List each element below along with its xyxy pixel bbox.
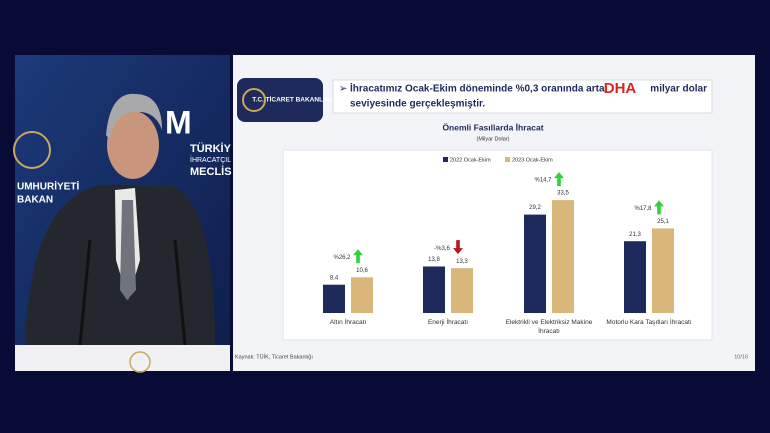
bar	[652, 228, 674, 313]
bullet: ➢	[339, 84, 347, 95]
annotation-arrow	[453, 240, 463, 255]
legend-swatch	[505, 157, 510, 162]
backdrop-logo	[13, 131, 51, 169]
annotation: -%3,6	[434, 246, 450, 252]
x-tick-label: Motorlu Kara Taşıtları İhracatı	[606, 319, 692, 326]
backdrop-text: BAKAN	[17, 195, 53, 206]
legend-swatch	[443, 157, 448, 162]
bar	[524, 214, 546, 313]
value-label: 10,6	[356, 268, 368, 274]
value-label: 13,8	[428, 257, 440, 263]
backdrop-letter: M	[165, 104, 192, 140]
ministry-logo	[242, 88, 266, 112]
backdrop-text: MECLİS	[190, 165, 232, 178]
x-tick-label: Enerji İhracatı	[427, 319, 469, 326]
ministry-name: T.C. TİCARET BAKANLIĞI	[252, 95, 332, 104]
value-label: 33,5	[557, 191, 569, 197]
microphone	[173, 239, 187, 346]
annotation: %17,8	[634, 206, 652, 212]
chart-title: Önemli Fasıllarda İhracat	[442, 122, 543, 132]
headline: seviyesinde gerçekleşmiştir.	[350, 99, 485, 110]
chart-subtitle: (Milyar Dolar)	[477, 136, 510, 142]
microphone	[78, 239, 92, 346]
hair	[106, 93, 162, 140]
headline: İhracatımız Ocak-Ekim döneminde %0,3 ora…	[350, 82, 605, 95]
value-label: 29,2	[529, 205, 541, 211]
legend-label: 2023 Ocak-Ekim	[512, 157, 553, 163]
value-label: 8,4	[330, 275, 339, 281]
tie	[120, 200, 136, 300]
bar	[423, 266, 445, 313]
podium	[15, 345, 230, 371]
headline-box	[332, 79, 713, 114]
bar	[624, 241, 646, 313]
value-label: 13,3	[456, 259, 468, 265]
backdrop-text: TÜRKİY	[190, 142, 232, 155]
page-number: 10/16	[734, 354, 748, 360]
backdrop-text: İHRACATÇIL	[190, 155, 231, 164]
value-label: 25,1	[657, 219, 669, 225]
x-tick-label: Elektrikli ve Elektriksiz Makine İhracat…	[505, 319, 593, 335]
value-label: 21,3	[629, 232, 641, 238]
bar	[552, 200, 574, 313]
source: Kaynak: TÜİK, Ticaret Bakanlığı	[235, 353, 313, 360]
annotation-arrow	[353, 249, 363, 264]
watermark: DHA	[604, 80, 637, 97]
annotation-arrow	[654, 200, 664, 215]
bar	[323, 284, 345, 313]
annotation: %26,2	[333, 255, 351, 261]
legend-label: 2022 Ocak-Ekim	[450, 157, 491, 163]
podium-logo	[129, 351, 151, 373]
annotation: %14,7	[534, 178, 552, 184]
backdrop-text: UMHURİYETİ	[17, 180, 79, 193]
x-tick-label: Altın İhracatı	[329, 319, 367, 326]
chart-panel	[282, 149, 713, 341]
face	[107, 111, 159, 179]
headline: milyar dolar	[650, 84, 707, 95]
bar	[351, 277, 373, 313]
annotation-arrow	[554, 172, 564, 187]
bar	[451, 268, 473, 313]
